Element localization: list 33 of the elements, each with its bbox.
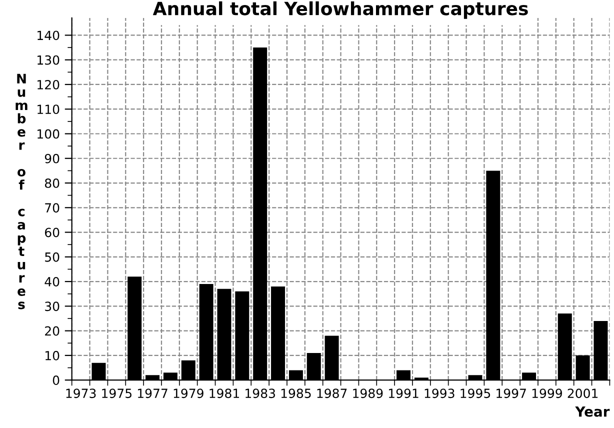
y-tick-label: 90 bbox=[44, 154, 60, 164]
x-tick-label: 1987 bbox=[317, 388, 347, 398]
y-tick-label: 0 bbox=[52, 376, 60, 385]
x-tick-label: 1983 bbox=[246, 388, 275, 398]
chart-title: Annual total Yellowhammer captures bbox=[152, 1, 528, 19]
x-axis-title: Year bbox=[575, 406, 610, 417]
x-tick-label: 1981 bbox=[210, 388, 239, 398]
y-tick-label: 40 bbox=[44, 277, 60, 286]
x-tick-label: 1999 bbox=[532, 388, 562, 398]
text: Number of captures bbox=[16, 74, 28, 310]
x-tick-label: 1985 bbox=[281, 388, 311, 398]
x-tick-label: 2001 bbox=[568, 388, 598, 398]
y-tick-label: 80 bbox=[44, 178, 60, 188]
y-tick-label: 100 bbox=[38, 129, 60, 139]
x-tick-label: 1975 bbox=[102, 388, 132, 398]
y-tick-label: 60 bbox=[45, 228, 60, 238]
y-tick-label: 30 bbox=[45, 302, 60, 312]
y-tick-label: 130 bbox=[38, 55, 60, 65]
y-tick-label: 110 bbox=[38, 104, 60, 114]
y-tick-label: 10 bbox=[46, 350, 60, 360]
x-tick-label: 1993 bbox=[424, 388, 454, 398]
x-tick-label: 1977 bbox=[138, 388, 168, 398]
y-tick-label: 120 bbox=[38, 80, 60, 90]
x-tick-label: 1973 bbox=[66, 388, 96, 398]
y-tick-label: 20 bbox=[45, 326, 60, 336]
x-tick-label: 1979 bbox=[174, 388, 204, 398]
x-tick-label: 1997 bbox=[496, 388, 526, 398]
x-tick-label: 1995 bbox=[460, 388, 490, 398]
y-tick-label: 140 bbox=[38, 30, 60, 40]
y-tick-label: 70 bbox=[45, 203, 60, 213]
x-tick-label: 1991 bbox=[388, 388, 418, 398]
y-tick-label: 50 bbox=[45, 252, 60, 262]
x-tick-label: 1989 bbox=[353, 388, 383, 398]
